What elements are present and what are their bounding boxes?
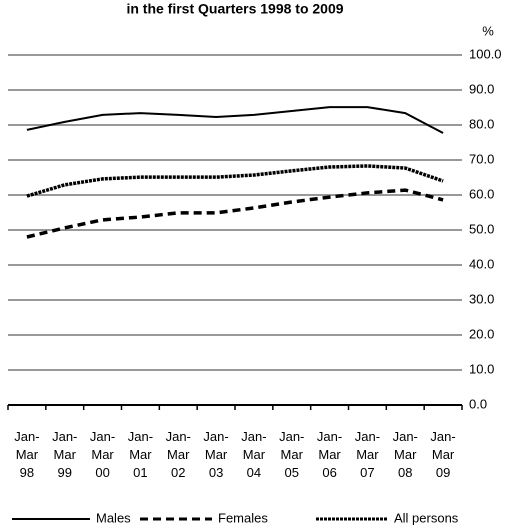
series-line — [26, 164, 444, 198]
x-tick-label-line: Jan- — [128, 429, 153, 444]
x-tick-label-line: Jan- — [430, 429, 455, 444]
x-tick-label-line: 07 — [360, 465, 374, 480]
y-tick-label: 20.0 — [469, 326, 494, 341]
x-tick-label-line: Jan- — [355, 429, 380, 444]
x-tick-label-line: Mar — [394, 447, 417, 462]
x-tick-label-line: 03 — [209, 465, 223, 480]
y-tick-label: 10.0 — [469, 361, 494, 376]
series-line — [26, 188, 444, 239]
x-tick-label-line: 06 — [322, 465, 336, 480]
x-tick-label-line: 09 — [436, 465, 450, 480]
legend-label: Females — [218, 510, 268, 525]
x-tick-label-line: Jan- — [241, 429, 266, 444]
legend-label: Males — [96, 510, 131, 525]
x-tick-label: Jan- Mar 99 — [52, 429, 77, 480]
y-tick-label: 40.0 — [469, 256, 494, 271]
x-tick-label: Jan- Mar 05 — [279, 429, 304, 480]
x-tick-label: Jan- Mar 01 — [128, 429, 153, 480]
chart-title: in the first Quarters 1998 to 2009 — [126, 1, 343, 17]
x-tick-label-line: Mar — [54, 447, 77, 462]
x-tick-label-line: Mar — [432, 447, 455, 462]
x-tick-label-line: Mar — [129, 447, 152, 462]
x-tick-label: Jan- Mar 07 — [355, 429, 380, 480]
x-tick-label-line: Jan- — [279, 429, 304, 444]
x-tick-label: Jan- Mar 02 — [166, 429, 191, 480]
y-tick-label: 0.0 — [469, 396, 487, 411]
x-tick-label-line: 00 — [95, 465, 109, 480]
y-tick-label: 50.0 — [469, 221, 494, 236]
x-tick-label: Jan- Mar 08 — [393, 429, 418, 480]
x-tick-label-line: Mar — [205, 447, 228, 462]
x-tick-label-line: Jan- — [14, 429, 39, 444]
x-tick-label-line: Jan- — [393, 429, 418, 444]
x-tick-label-line: 02 — [171, 465, 185, 480]
y-tick-label: 70.0 — [469, 151, 494, 166]
y-tick-label: 80.0 — [469, 116, 494, 131]
x-tick-label-line: Jan- — [317, 429, 342, 444]
x-tick-label-line: Mar — [356, 447, 379, 462]
x-tick-label: Jan- Mar 04 — [241, 429, 266, 480]
x-tick-label: Jan- Mar 06 — [317, 429, 342, 480]
x-tick-label-line: Mar — [167, 447, 190, 462]
x-tick-label: Jan- Mar 00 — [90, 429, 115, 480]
x-tick-label-line: 01 — [133, 465, 147, 480]
y-tick-label: 100.0 — [469, 46, 502, 61]
x-tick-label-line: Mar — [318, 447, 341, 462]
y-tick-label: 90.0 — [469, 81, 494, 96]
x-tick-label-line: Mar — [243, 447, 266, 462]
x-tick-label-line: Mar — [91, 447, 114, 462]
x-tick-label: Jan- Mar 03 — [203, 429, 228, 480]
x-tick-label-line: 04 — [247, 465, 261, 480]
x-tick-label-line: Jan- — [52, 429, 77, 444]
y-tick-label: 30.0 — [469, 291, 494, 306]
x-tick-label-line: Mar — [16, 447, 39, 462]
series-line — [26, 106, 444, 134]
x-tick-label-line: Jan- — [90, 429, 115, 444]
x-tick-label-line: Mar — [281, 447, 304, 462]
x-tick-label: Jan- Mar 98 — [14, 429, 39, 480]
y-tick-label: 60.0 — [469, 186, 494, 201]
x-tick-label-line: 08 — [398, 465, 412, 480]
x-tick-label-line: Jan- — [203, 429, 228, 444]
x-tick-label-line: 98 — [20, 465, 34, 480]
x-tick-label: Jan- Mar 09 — [430, 429, 455, 480]
legend-label: All persons — [394, 510, 459, 525]
x-tick-label-line: Jan- — [166, 429, 191, 444]
y-axis-label: % — [482, 23, 494, 38]
x-tick-label-line: 99 — [58, 465, 72, 480]
x-tick-label-line: 05 — [285, 465, 299, 480]
